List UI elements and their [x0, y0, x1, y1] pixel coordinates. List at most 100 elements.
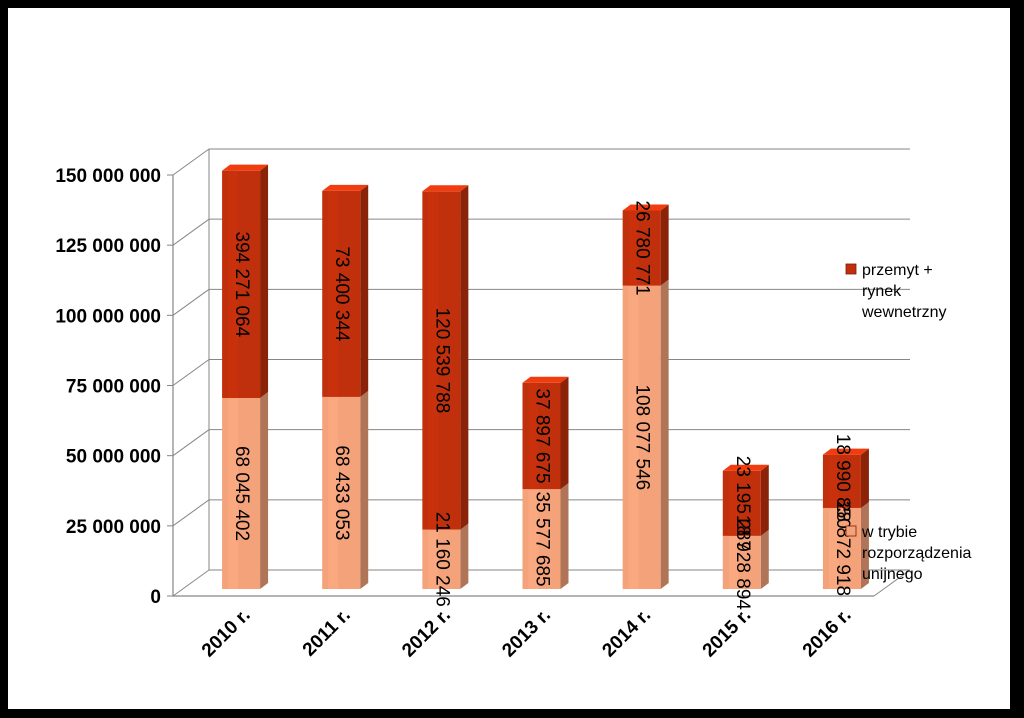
gridline-depth — [172, 569, 210, 597]
legend-label: rynek — [862, 283, 902, 300]
bar-cap — [722, 464, 769, 471]
bar-segment — [222, 392, 269, 589]
bar-side — [360, 184, 369, 397]
bar-side — [660, 279, 669, 589]
x-tick-label: 2015 r. — [699, 605, 756, 662]
bar-segment — [322, 184, 369, 397]
bar-front — [522, 382, 561, 490]
bar-cap — [222, 164, 269, 171]
bar-segment — [422, 523, 469, 589]
bar-front — [222, 398, 261, 589]
y-tick-label: 50 000 000 — [66, 447, 161, 468]
bar-highlight — [428, 191, 439, 530]
chart-frame: 0 25 000 000 50 000 000 75 000 000 100 000 0… — [8, 8, 1010, 709]
data-label: 68 433 053 — [331, 445, 352, 540]
legend-swatch — [845, 263, 857, 275]
bar-highlight — [328, 190, 339, 397]
data-label: 37 897 675 — [531, 388, 552, 483]
bar-front — [422, 191, 461, 530]
bar-front — [222, 170, 261, 399]
bar-front — [722, 535, 761, 589]
legend-label: wewnetrzny — [861, 304, 946, 321]
bar-front — [622, 210, 661, 286]
y-tick-label: 100 000 000 — [55, 306, 161, 327]
bar-side — [660, 204, 669, 286]
gridline-depth — [172, 499, 210, 527]
bar-front — [522, 489, 561, 589]
bar-segment — [522, 376, 569, 490]
y-tick-label: 25 000 000 — [66, 517, 161, 538]
bar-segment — [722, 529, 769, 589]
data-label: 28 872 918 — [832, 501, 853, 596]
bar-segment — [322, 390, 369, 589]
legend-swatch — [845, 525, 857, 537]
bar-front — [722, 470, 761, 536]
bar-side — [860, 501, 869, 589]
bar-front — [322, 396, 361, 589]
bar-front — [822, 507, 861, 589]
gridline-depth — [172, 288, 210, 316]
bar-side — [460, 185, 469, 530]
bar-side — [460, 523, 469, 589]
bar-cap — [522, 376, 569, 383]
bar-cap — [622, 204, 669, 211]
bar-segment — [622, 279, 669, 589]
y-tick-label: 125 000 000 — [55, 236, 161, 257]
bar-highlight — [628, 210, 639, 286]
bar-side — [760, 529, 769, 589]
bar-segment — [522, 483, 569, 589]
gridline-depth — [172, 429, 210, 457]
x-tick-label: 2016 r. — [799, 605, 856, 662]
bar-side — [760, 464, 769, 536]
data-label: 23 195 287 — [732, 456, 753, 551]
bar-segment — [822, 501, 869, 589]
data-label: 26 780 771 — [632, 201, 653, 296]
x-tick-label: 2010 r. — [198, 605, 255, 662]
bar-highlight — [228, 170, 239, 399]
data-label: 35 577 685 — [531, 492, 552, 587]
bar-segment — [222, 164, 269, 399]
stacked-bar-chart: 0 25 000 000 50 000 000 75 000 000 100 000 0… — [55, 148, 972, 662]
bar-highlight — [228, 398, 239, 589]
y-tick-label: 150 000 000 — [55, 166, 161, 187]
bar-highlight — [728, 535, 739, 589]
bar-front — [622, 285, 661, 589]
bar-highlight — [628, 285, 639, 589]
bar-highlight — [328, 396, 339, 589]
bar-segment — [822, 448, 869, 508]
x-tick-label: 2013 r. — [498, 605, 555, 662]
data-label: 108 077 546 — [632, 384, 653, 490]
y-tick-label: 75 000 000 — [66, 377, 161, 398]
legend-label: w trybie — [861, 524, 917, 541]
bar-highlight — [728, 470, 739, 536]
bar-side — [260, 164, 269, 399]
data-label: 394 271 064 — [231, 232, 252, 338]
bar-segment — [622, 204, 669, 286]
bar-highlight — [528, 489, 539, 589]
bar-segment — [422, 185, 469, 530]
legend-label: unijnego — [862, 566, 923, 583]
bar-side — [560, 483, 569, 589]
gridline-depth — [172, 148, 210, 176]
bar-highlight — [828, 454, 839, 508]
bar-side — [560, 376, 569, 490]
y-tick-label: 0 — [150, 587, 161, 608]
bar-segment — [722, 464, 769, 536]
bar-highlight — [828, 507, 839, 589]
bar-cap — [322, 184, 369, 191]
x-tick-label: 2014 r. — [598, 605, 655, 662]
bar-front — [822, 454, 861, 508]
data-label: 73 400 344 — [331, 246, 352, 342]
gridline-depth — [172, 359, 210, 386]
data-label: 18 990 850 — [832, 434, 853, 529]
bar-front — [422, 529, 461, 589]
x-tick-label: 2012 r. — [398, 605, 455, 662]
bar-highlight — [428, 529, 439, 589]
gridline-depth — [172, 218, 210, 246]
floor-edge — [873, 569, 911, 597]
bar-highlight — [528, 382, 539, 490]
legend-label: rozporządzenia — [862, 545, 972, 562]
bar-side — [260, 392, 269, 589]
data-label: 18 928 894 — [732, 515, 753, 611]
legend-label: przemyt + — [862, 262, 933, 279]
